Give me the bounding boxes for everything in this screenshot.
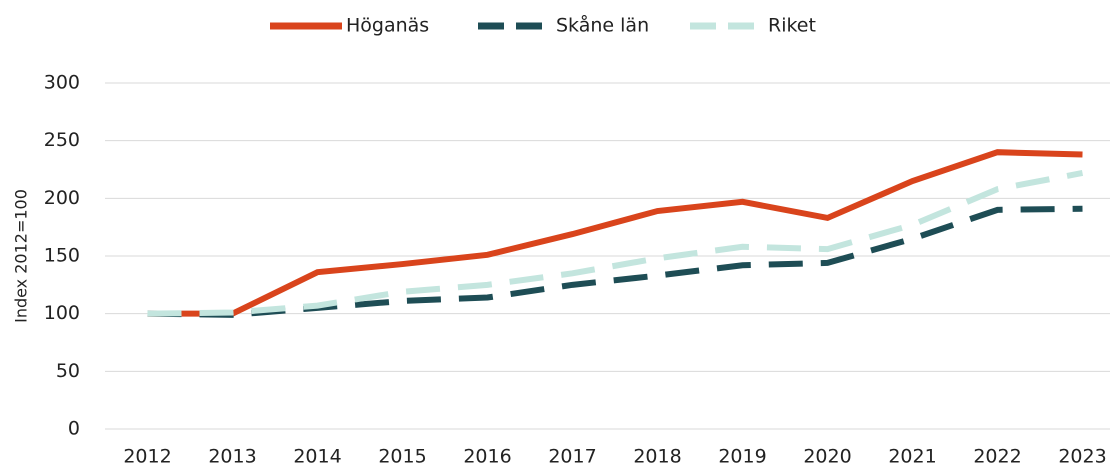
y-tick-label: 250 xyxy=(44,129,80,151)
x-tick-label: 2021 xyxy=(888,446,936,468)
y-tick-label: 150 xyxy=(44,245,80,267)
x-tick-label: 2017 xyxy=(548,446,596,468)
x-tick-label: 2016 xyxy=(463,446,511,468)
y-tick-label: 200 xyxy=(44,187,80,209)
x-tick-label: 2022 xyxy=(973,446,1021,468)
x-tick-label: 2014 xyxy=(293,446,341,468)
y-tick-label: 50 xyxy=(56,360,80,382)
line-series xyxy=(147,170,1084,317)
x-tick-label: 2020 xyxy=(803,446,851,468)
x-tick-label: 2013 xyxy=(208,446,256,468)
y-tick-label: 100 xyxy=(44,302,80,324)
legend-label: Riket xyxy=(768,15,816,37)
legend-label: Skåne län xyxy=(556,14,649,37)
x-tick-label: 2019 xyxy=(718,446,766,468)
x-tick-label: 2012 xyxy=(123,446,171,468)
x-tick-label: 2015 xyxy=(378,446,426,468)
y-tick-label: 300 xyxy=(44,72,80,94)
y-axis-label: Index 2012=100 xyxy=(12,189,31,323)
legend-label: Höganäs xyxy=(346,15,429,37)
line-series xyxy=(147,149,1083,317)
x-tick-label: 2023 xyxy=(1058,446,1106,468)
x-tick-label: 2018 xyxy=(633,446,681,468)
line-series xyxy=(147,205,1083,318)
y-tick-label: 0 xyxy=(68,418,80,440)
